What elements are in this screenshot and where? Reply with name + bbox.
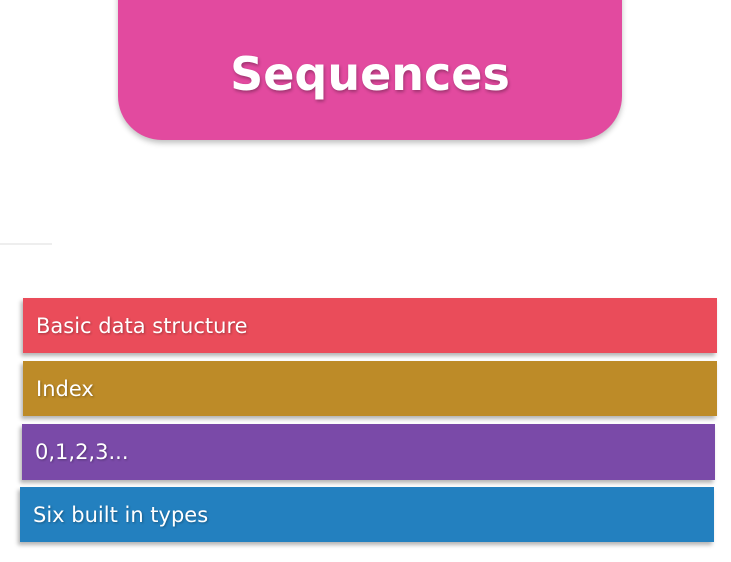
item-label: Basic data structure — [36, 313, 248, 338]
item-label: Index — [36, 376, 94, 401]
item-six-built-in-types: Six built in types — [20, 487, 714, 542]
item-index: Index — [23, 361, 717, 416]
item-indices: 0,1,2,3... — [22, 424, 715, 480]
item-label: Six built in types — [33, 502, 209, 527]
item-basic-data-structure: Basic data structure — [23, 298, 717, 353]
item-label: 0,1,2,3... — [35, 440, 129, 464]
divider — [0, 243, 52, 245]
slide-title: Sequences — [230, 47, 510, 101]
title-banner: Sequences — [118, 0, 622, 140]
